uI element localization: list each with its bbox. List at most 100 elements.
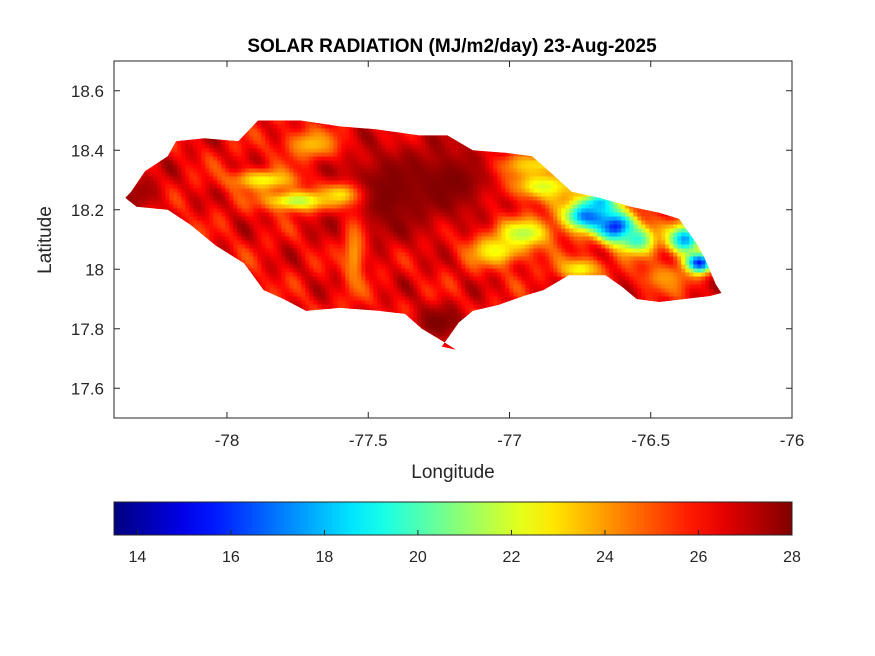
heatmap-cell bbox=[437, 272, 442, 277]
heatmap-cell bbox=[341, 296, 346, 301]
heatmap-cell bbox=[449, 192, 454, 197]
heatmap-cell bbox=[257, 140, 262, 145]
heatmap-cell bbox=[341, 276, 346, 281]
heatmap-cell bbox=[453, 212, 458, 217]
heatmap-cell bbox=[257, 196, 262, 201]
heatmap-cell bbox=[433, 280, 438, 285]
heatmap-cell bbox=[265, 248, 270, 253]
heatmap-cell bbox=[277, 240, 282, 245]
heatmap-cell bbox=[269, 264, 274, 269]
heatmap-cell bbox=[141, 200, 146, 205]
heatmap-cell bbox=[261, 272, 266, 277]
heatmap-cell bbox=[305, 284, 310, 289]
heatmap-cell bbox=[325, 296, 330, 301]
heatmap-cell bbox=[273, 272, 278, 277]
heatmap-cell bbox=[441, 172, 446, 177]
heatmap-cell bbox=[145, 188, 150, 193]
heatmap-cell bbox=[397, 296, 402, 301]
heatmap-cell bbox=[461, 192, 466, 197]
heatmap-cell bbox=[413, 308, 418, 313]
heatmap-cell bbox=[317, 216, 322, 221]
heatmap-cell bbox=[405, 300, 410, 305]
heatmap-cell bbox=[197, 164, 202, 169]
heatmap-cell bbox=[257, 184, 262, 189]
heatmap-cell bbox=[177, 152, 182, 157]
heatmap-cell bbox=[453, 152, 458, 157]
heatmap-cell bbox=[385, 264, 390, 269]
heatmap-cell bbox=[445, 232, 450, 237]
heatmap-cell bbox=[377, 292, 382, 297]
heatmap-cell bbox=[445, 168, 450, 173]
heatmap-cell bbox=[201, 156, 206, 161]
heatmap-cell bbox=[297, 256, 302, 261]
heatmap-cell bbox=[301, 172, 306, 177]
heatmap-cell bbox=[369, 208, 374, 213]
heatmap-cell bbox=[429, 148, 434, 153]
heatmap-cell bbox=[305, 192, 310, 197]
heatmap-cell bbox=[357, 164, 362, 169]
heatmap-cell bbox=[441, 344, 446, 349]
heatmap-cell bbox=[253, 236, 258, 241]
heatmap-cell bbox=[317, 288, 322, 293]
heatmap-cell bbox=[281, 156, 286, 161]
heatmap-cell bbox=[409, 232, 414, 237]
heatmap-cell bbox=[377, 192, 382, 197]
heatmap-cell bbox=[449, 256, 454, 261]
heatmap-cell bbox=[289, 208, 294, 213]
heatmap-cell bbox=[445, 280, 450, 285]
heatmap-cell bbox=[353, 168, 358, 173]
heatmap-cell bbox=[377, 180, 382, 185]
heatmap-cell bbox=[445, 144, 450, 149]
heatmap-cell bbox=[401, 196, 406, 201]
heatmap-cell bbox=[461, 260, 466, 265]
heatmap-cell bbox=[233, 172, 238, 177]
heatmap-cell bbox=[317, 212, 322, 217]
heatmap-cell bbox=[313, 180, 318, 185]
heatmap-cell bbox=[297, 208, 302, 213]
heatmap-cell bbox=[241, 216, 246, 221]
heatmap-cell bbox=[341, 288, 346, 293]
heatmap-cell bbox=[385, 160, 390, 165]
heatmap-cell bbox=[341, 152, 346, 157]
heatmap-cell bbox=[409, 256, 414, 261]
heatmap-cell bbox=[297, 204, 302, 209]
heatmap-cell bbox=[385, 236, 390, 241]
heatmap-cell bbox=[409, 288, 414, 293]
heatmap-cell bbox=[433, 136, 438, 141]
heatmap-cell bbox=[429, 196, 434, 201]
heatmap-cell bbox=[189, 180, 194, 185]
heatmap-cell bbox=[249, 168, 254, 173]
heatmap-cell bbox=[445, 196, 450, 201]
heatmap-cell bbox=[449, 164, 454, 169]
heatmap-cell bbox=[337, 280, 342, 285]
heatmap-cell bbox=[197, 188, 202, 193]
heatmap-cell bbox=[233, 252, 238, 257]
heatmap-cell bbox=[413, 200, 418, 205]
heatmap-cell bbox=[245, 176, 250, 181]
heatmap-cell bbox=[257, 236, 262, 241]
heatmap-cell bbox=[353, 256, 358, 261]
heatmap-cell bbox=[389, 300, 394, 305]
heatmap-cell bbox=[261, 124, 266, 129]
heatmap-cell bbox=[365, 264, 370, 269]
heatmap-cell bbox=[345, 140, 350, 145]
heatmap-cell bbox=[357, 260, 362, 265]
heatmap-cell bbox=[325, 140, 330, 145]
heatmap-cell bbox=[425, 248, 430, 253]
heatmap-cell bbox=[329, 196, 334, 201]
heatmap-cell bbox=[457, 244, 462, 249]
heatmap-cell bbox=[317, 300, 322, 305]
heatmap-cell bbox=[341, 156, 346, 161]
heatmap-cell bbox=[257, 124, 262, 129]
heatmap-cell bbox=[429, 224, 434, 229]
heatmap-cell bbox=[245, 252, 250, 257]
heatmap-cell bbox=[425, 284, 430, 289]
heatmap-cell bbox=[285, 220, 290, 225]
heatmap-cell bbox=[253, 256, 258, 261]
heatmap-cell bbox=[333, 164, 338, 169]
heatmap-cell bbox=[193, 164, 198, 169]
heatmap-cell bbox=[421, 288, 426, 293]
heatmap-cell bbox=[361, 260, 366, 265]
heatmap-cell bbox=[241, 152, 246, 157]
heatmap-cell bbox=[445, 200, 450, 205]
